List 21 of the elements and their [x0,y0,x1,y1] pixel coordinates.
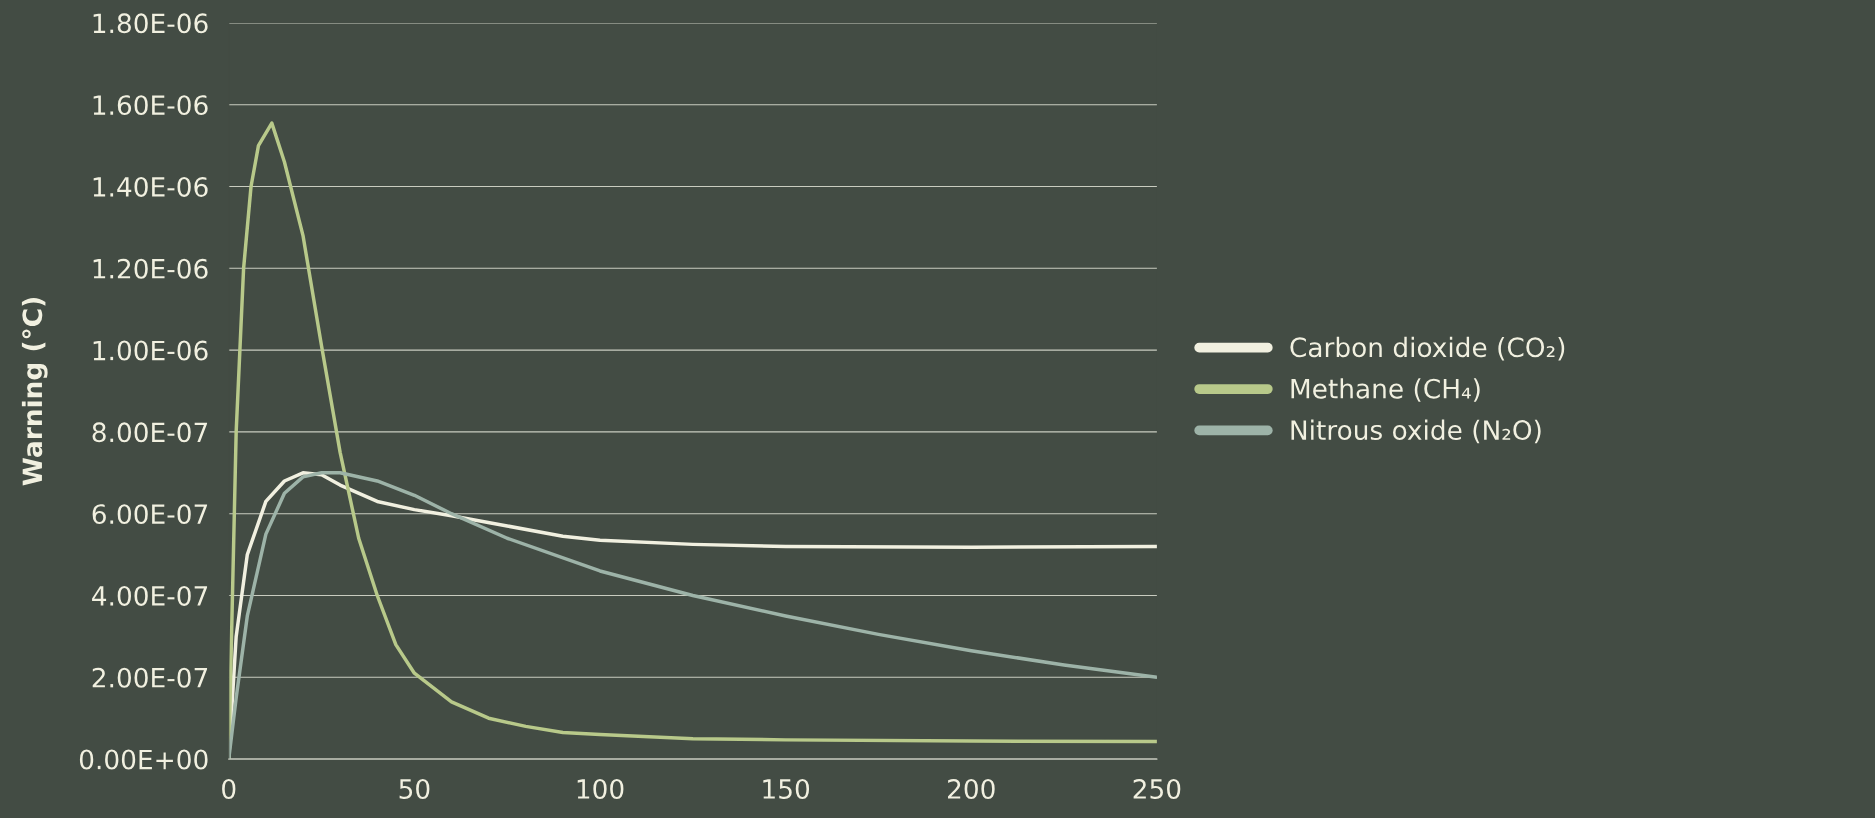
x-tick-label: 50 [399,779,430,799]
x-tick-label: 150 [763,779,810,799]
y-axis-title: Warning (°C) [21,298,48,486]
legend-label: Nitrous oxide (N₂O) [1291,419,1541,444]
y-tick-label: 1.00E-06 [93,340,208,361]
x-tick-label: 250 [1133,779,1181,799]
y-tick-label: 0.00E+00 [79,749,208,770]
x-tick-label: 100 [577,779,624,799]
y-tick-label: 1.60E-06 [93,95,208,116]
legend-label: Carbon dioxide (CO₂) [1290,336,1565,361]
y-tick-label: 1.40E-06 [93,176,208,197]
y-tick-label: 1.80E-06 [93,13,208,34]
y-tick-label: 8.00E-07 [92,422,208,443]
y-tick-label: 1.20E-06 [93,258,208,279]
x-tick-label: 0 [222,779,236,799]
legend-label: Methane (CH₄) [1291,378,1480,402]
y-tick-label: 2.00E-07 [92,667,208,688]
y-tick-label: 6.00E-07 [92,504,208,525]
line-series [228,471,1157,760]
y-tick-label: 4.00E-07 [92,585,208,606]
x-tick-label: 200 [948,779,995,799]
